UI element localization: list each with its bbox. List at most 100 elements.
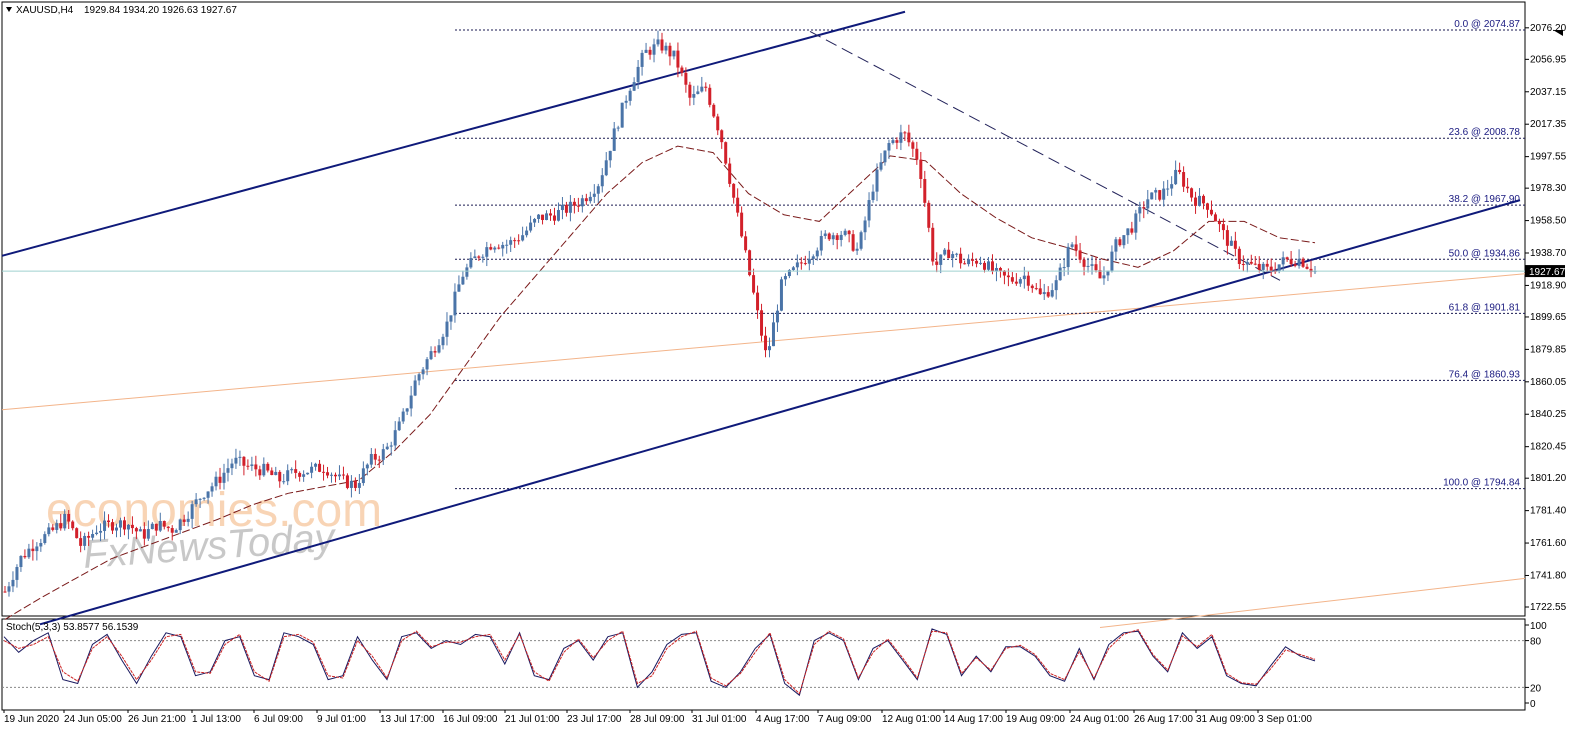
candle bbox=[779, 276, 783, 312]
candle bbox=[672, 50, 676, 60]
candle bbox=[43, 531, 47, 545]
candle bbox=[1082, 257, 1086, 276]
candle bbox=[1297, 249, 1301, 269]
candle bbox=[83, 532, 87, 551]
stochastic-oscillator: 100 80 20 0 bbox=[2, 621, 1547, 710]
candle bbox=[887, 139, 891, 160]
candle bbox=[154, 523, 158, 536]
candle bbox=[1122, 235, 1126, 249]
candle bbox=[1217, 218, 1221, 233]
candle bbox=[923, 170, 927, 207]
candle bbox=[1146, 189, 1150, 215]
candle bbox=[381, 443, 385, 465]
candle bbox=[282, 473, 286, 485]
candle bbox=[234, 448, 238, 469]
candle bbox=[445, 312, 449, 346]
candle bbox=[903, 131, 907, 141]
candlesticks bbox=[3, 30, 1317, 597]
candle bbox=[931, 222, 935, 266]
candle bbox=[1269, 258, 1273, 276]
candle bbox=[1233, 231, 1237, 257]
candle bbox=[389, 441, 393, 456]
candle bbox=[393, 421, 397, 450]
candle bbox=[405, 407, 409, 416]
candle bbox=[947, 241, 951, 259]
candle bbox=[556, 202, 560, 222]
candle bbox=[525, 226, 529, 238]
candle bbox=[1022, 266, 1026, 289]
candle bbox=[1225, 225, 1229, 255]
candle bbox=[417, 372, 421, 386]
candle bbox=[771, 312, 775, 347]
candle bbox=[166, 526, 170, 532]
candle bbox=[684, 67, 688, 93]
moving-average-line bbox=[4, 145, 1316, 620]
candle bbox=[513, 237, 517, 248]
candle bbox=[875, 163, 879, 202]
candle bbox=[397, 417, 401, 432]
fib-label: 38.2 @ 1967.90 bbox=[1449, 194, 1521, 205]
time-tick-label: 7 Aug 09:00 bbox=[818, 714, 872, 725]
candle bbox=[469, 252, 473, 269]
candle bbox=[537, 214, 541, 223]
candle bbox=[971, 252, 975, 267]
candle bbox=[827, 232, 831, 242]
candle bbox=[1150, 192, 1154, 200]
candle bbox=[879, 153, 883, 172]
candle bbox=[345, 473, 349, 490]
current-price-tag bbox=[1525, 265, 1565, 278]
candle bbox=[756, 285, 760, 319]
candle bbox=[863, 216, 867, 241]
stoch-tick-label: 20 bbox=[1530, 683, 1542, 694]
candle bbox=[529, 215, 533, 233]
candle bbox=[314, 462, 318, 471]
candle bbox=[91, 529, 95, 541]
candle bbox=[839, 230, 843, 247]
candle bbox=[3, 586, 7, 593]
candle bbox=[210, 482, 214, 497]
candle bbox=[222, 463, 226, 490]
candle bbox=[23, 549, 27, 559]
price-tick-label: 2056.95 bbox=[1530, 54, 1567, 65]
candle bbox=[365, 463, 369, 476]
candle bbox=[1277, 264, 1281, 274]
price-tick-label: 1840.25 bbox=[1530, 409, 1567, 420]
candle bbox=[95, 525, 99, 536]
candle bbox=[983, 260, 987, 273]
candle bbox=[1054, 275, 1058, 300]
candle bbox=[138, 526, 142, 532]
time-tick-label: 3 Sep 01:00 bbox=[1258, 714, 1312, 725]
long-term-trendlines bbox=[1, 273, 1526, 629]
candle bbox=[855, 242, 859, 255]
candle bbox=[867, 192, 871, 228]
candle bbox=[71, 520, 75, 531]
price-tick-label: 1722.55 bbox=[1530, 602, 1567, 613]
symbol-dropdown-icon[interactable] bbox=[6, 7, 12, 12]
time-tick-label: 24 Aug 01:00 bbox=[1070, 714, 1129, 725]
candle bbox=[1261, 261, 1265, 280]
candle bbox=[716, 113, 720, 136]
candle bbox=[572, 198, 576, 214]
channel-upper-line bbox=[1, 10, 906, 257]
candle bbox=[963, 260, 967, 265]
candle bbox=[401, 408, 405, 424]
candle bbox=[1106, 270, 1110, 282]
candle bbox=[286, 464, 290, 486]
candle bbox=[568, 195, 572, 222]
candle bbox=[819, 230, 823, 256]
candle bbox=[688, 81, 692, 106]
candle bbox=[15, 564, 19, 588]
candle bbox=[656, 30, 660, 47]
candle bbox=[644, 42, 648, 54]
candle bbox=[146, 520, 150, 541]
candle bbox=[1078, 243, 1082, 264]
candle bbox=[592, 184, 596, 203]
fibonacci-levels: 0.0 @ 2074.87 23.6 @ 2008.78 38.2 @ 1967.9… bbox=[455, 19, 1525, 490]
time-tick-label: 12 Aug 01:00 bbox=[882, 714, 941, 725]
chart-shift-icon[interactable] bbox=[1553, 30, 1563, 36]
candle bbox=[1257, 256, 1261, 273]
time-tick-label: 21 Jul 01:00 bbox=[505, 714, 560, 725]
candle bbox=[55, 519, 59, 534]
candle bbox=[652, 38, 656, 63]
